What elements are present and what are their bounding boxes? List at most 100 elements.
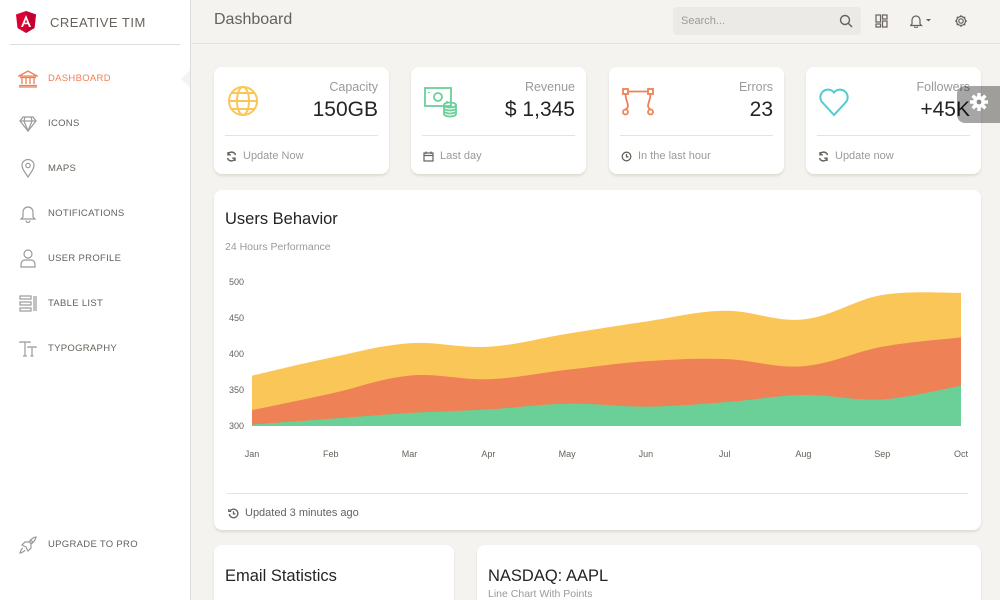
brand[interactable]: CREATIVE TIM [10, 0, 180, 45]
divider [227, 493, 968, 494]
sidebar-item-maps[interactable]: MAPS [0, 146, 190, 191]
gear-icon [969, 92, 989, 117]
x-tick-label: Oct [954, 449, 969, 459]
users-behavior-card: Users Behavior 24 Hours Performance 300 3… [214, 190, 981, 530]
stat-footer[interactable]: Update Now [226, 150, 304, 162]
sidebar-item-label: NOTIFICATIONS [48, 208, 125, 219]
sidebar-item-dashboard[interactable]: DASHBOARD [0, 56, 190, 101]
sidebar-item-user-profile[interactable]: USER PROFILE [0, 236, 190, 281]
search-icon[interactable] [839, 14, 853, 33]
heart-icon [818, 84, 854, 120]
refresh-icon [818, 150, 829, 162]
dashboard-grid-icon[interactable] [875, 14, 888, 33]
sidebar-item-label: TYPOGRAPHY [48, 343, 117, 354]
sidebar-item-label: TABLE LIST [48, 298, 104, 309]
bell-icon[interactable] [909, 14, 934, 33]
divider [817, 135, 970, 136]
card-subtitle: Line Chart With Points [488, 588, 593, 600]
chart-subtitle: 24 Hours Performance [225, 241, 331, 253]
divider [620, 135, 773, 136]
stat-card-errors: Errors 23 In the last hour [609, 67, 784, 174]
x-tick-label: Feb [323, 449, 339, 459]
y-tick-label: 450 [229, 313, 244, 323]
stat-footer-text: Last day [440, 150, 482, 162]
nasdaq-card: NASDAQ: AAPL Line Chart With Points [477, 545, 981, 600]
money-coins-icon [423, 84, 459, 120]
chart-title: Users Behavior [225, 210, 338, 228]
card-title: NASDAQ: AAPL [488, 567, 609, 585]
stat-card-revenue: Revenue $ 1,345 Last day [411, 67, 586, 174]
sidebar-item-label: ICONS [48, 118, 80, 129]
chart-footer-text: Updated 3 minutes ago [245, 507, 359, 519]
stat-value: $ 1,345 [504, 98, 575, 121]
bell-icon [18, 204, 38, 224]
stat-card-followers: Followers +45K Update now [806, 67, 981, 174]
user-icon [18, 249, 38, 269]
divider [422, 135, 575, 136]
clock-icon [621, 151, 632, 162]
email-statistics-card: Email Statistics [214, 545, 454, 600]
x-tick-label: Aug [795, 449, 811, 459]
sidebar-item-icons[interactable]: ICONS [0, 101, 190, 146]
sidebar-item-label: UPGRADE TO PRO [48, 539, 138, 550]
chart-footer: Updated 3 minutes ago [228, 507, 359, 519]
y-tick-label: 400 [229, 349, 244, 359]
card-title: Email Statistics [225, 567, 337, 585]
divider [225, 135, 378, 136]
gear-icon[interactable] [954, 14, 968, 33]
x-tick-label: Sep [874, 449, 890, 459]
stat-label: Capacity [329, 80, 378, 94]
typography-icon [18, 339, 38, 359]
sidebar-item-label: MAPS [48, 163, 77, 174]
search-input[interactable] [681, 15, 831, 27]
sidebar-item-label: USER PROFILE [48, 253, 122, 264]
users-behavior-chart: 300 350 400 450 500 Jan Feb Mar Apr May Jun Jul Aug S… [229, 277, 969, 459]
angular-logo-icon [16, 11, 36, 33]
fixed-plugin-toggle[interactable] [957, 86, 1000, 123]
sidebar-item-table-list[interactable]: TABLE LIST [0, 281, 190, 326]
stat-footer-text: Update Now [243, 150, 304, 162]
refresh-icon [226, 150, 237, 162]
history-icon [228, 508, 239, 519]
stat-footer[interactable]: Update now [818, 150, 894, 162]
x-tick-label: Jul [719, 449, 731, 459]
sidebar-item-typography[interactable]: TYPOGRAPHY [0, 326, 190, 371]
stat-footer[interactable]: Last day [423, 150, 482, 162]
x-tick-label: Jan [245, 449, 260, 459]
table-list-icon [18, 294, 38, 314]
stat-value: 150GB [312, 98, 378, 121]
diamond-icon [18, 114, 38, 134]
stat-value: 23 [749, 98, 773, 121]
y-tick-label: 300 [229, 421, 244, 431]
brand-name: CREATIVE TIM [50, 14, 146, 30]
sidebar-nav: DASHBOARD ICONS MAPS NOTIFICATIONS USER … [0, 56, 190, 371]
stat-label: Errors [738, 80, 773, 94]
stat-card-capacity: Capacity 150GB Update Now [214, 67, 389, 174]
stat-label: Revenue [524, 80, 575, 94]
vector-icon [621, 84, 657, 120]
x-tick-label: May [559, 449, 577, 459]
bank-icon [18, 69, 38, 89]
sidebar-item-notifications[interactable]: NOTIFICATIONS [0, 191, 190, 236]
stat-footer-text: Update now [835, 150, 894, 162]
stat-value: +45K [920, 98, 970, 121]
y-tick-label: 500 [229, 277, 244, 287]
search-box [673, 7, 861, 35]
active-indicator [181, 70, 190, 88]
stat-footer-text: In the last hour [638, 150, 711, 162]
series-area-2 [252, 385, 961, 426]
rocket-icon [18, 535, 38, 555]
page-title: Dashboard [214, 11, 293, 28]
globe-icon [226, 84, 262, 120]
top-navbar: Dashboard [190, 0, 1000, 44]
sidebar: CREATIVE TIM DASHBOARD ICONS MAPS NOTIFI… [0, 0, 190, 600]
sidebar-item-upgrade[interactable]: UPGRADE TO PRO [0, 522, 190, 567]
stat-label: Followers [916, 80, 971, 94]
calendar-icon [423, 151, 434, 162]
map-pin-icon [18, 159, 38, 179]
x-tick-label: Apr [481, 449, 495, 459]
stat-footer[interactable]: In the last hour [621, 150, 711, 162]
x-tick-label: Mar [402, 449, 418, 459]
y-tick-label: 350 [229, 385, 244, 395]
x-tick-label: Jun [639, 449, 654, 459]
